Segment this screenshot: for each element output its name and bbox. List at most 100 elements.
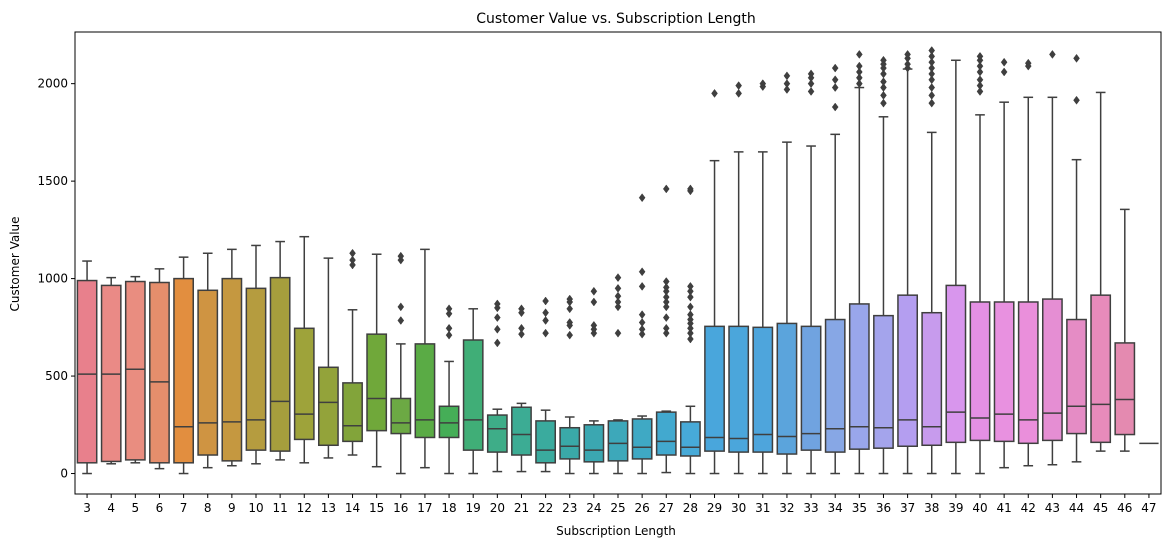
box-group [173,256,195,475]
outlier-point [831,63,839,73]
box-group [462,308,484,475]
box-group [535,296,557,473]
box-iqr [655,411,677,456]
outlier-point [687,292,694,302]
box-group [897,50,919,475]
box-iqr [1090,294,1112,444]
box-group [269,240,291,461]
outlier-point [1049,50,1056,59]
x-tick-label: 16 [393,501,408,515]
box-group [559,294,581,475]
box-group [800,69,822,475]
outlier-point [856,79,863,89]
outlier-point [590,320,598,330]
box-iqr [873,314,894,449]
outlier-point [807,79,815,89]
x-tick-label: 8 [204,501,212,515]
x-tick-label: 28 [683,501,698,515]
outlier-point [397,251,405,261]
box-iqr [848,303,870,450]
y-tick-label: 1000 [37,272,68,286]
outlier-point [928,98,936,108]
outlier-point [590,297,598,307]
x-tick-label: 9 [228,501,236,515]
outlier-point [662,323,670,333]
outlier-point [783,79,791,89]
outlier-point [928,69,936,79]
outlier-point [614,328,622,338]
outlier-point [542,308,549,318]
outlier-point [1000,67,1008,77]
outlier-point [976,75,984,85]
box-group [728,81,750,475]
box-group [366,253,388,468]
outlier-point [880,90,887,100]
x-tick-label: 17 [417,501,432,515]
outlier-point [928,51,936,61]
outlier-point [662,282,670,292]
x-tick-label: 25 [610,501,625,515]
outlier-point [976,87,984,96]
box-iqr [317,366,339,447]
x-tick-label: 12 [297,501,312,515]
box-iqr [342,382,363,443]
box-iqr [776,322,798,455]
outlier-point [1000,57,1008,67]
box-iqr [1066,318,1087,435]
outlier-point [614,297,622,307]
box-group [1041,50,1063,466]
y-tick-label: 0 [60,467,68,481]
outlier-point [662,184,670,194]
outlier-point [880,69,887,79]
box-iqr [921,311,943,447]
box-iqr [197,289,219,456]
box-group [438,304,460,475]
chart-title: Customer Value vs. Subscription Length [476,11,756,27]
box-group [100,276,122,465]
outlier-point [662,328,670,338]
outlier-point [928,46,936,55]
x-tick-label: 44 [1069,501,1084,515]
outlier-point [783,71,791,81]
box-iqr [462,339,484,451]
x-tick-label: 26 [634,501,649,515]
outlier-point [614,302,622,312]
outlier-point [687,315,694,324]
box-iqr [752,326,774,453]
x-tick-label: 3 [83,501,91,515]
outlier-point [856,61,863,71]
outlier-point [687,310,694,320]
x-tick-label: 15 [369,501,384,515]
box-group [655,184,677,474]
box-group [583,286,605,475]
outlier-point [928,83,936,92]
outlier-point [687,286,694,296]
box-group [486,299,508,473]
box-iqr [414,343,436,439]
box-group [631,193,653,475]
x-tick-label: 39 [948,501,963,515]
outlier-point [880,83,887,92]
box-group [414,248,436,469]
box-iqr [269,276,291,452]
outlier-point [638,329,646,339]
box-group [704,88,725,475]
box-iqr [993,301,1015,443]
outlier-point [542,296,549,306]
box-iqr [438,405,460,439]
box-iqr [76,279,98,464]
x-tick-label: 46 [1117,501,1132,515]
box-iqr [535,420,557,464]
box-iqr [149,281,170,464]
outlier-point [614,283,622,293]
x-tick-label: 14 [345,501,360,515]
x-tick-label: 35 [852,501,867,515]
box-iqr [124,280,146,461]
outlier-point [518,323,525,333]
x-tick-label: 7 [180,501,188,515]
box-group [921,46,943,475]
outlier-point [856,73,863,83]
y-tick-label: 500 [45,369,68,383]
outlier-point [759,79,767,89]
x-tick-label: 36 [876,501,891,515]
